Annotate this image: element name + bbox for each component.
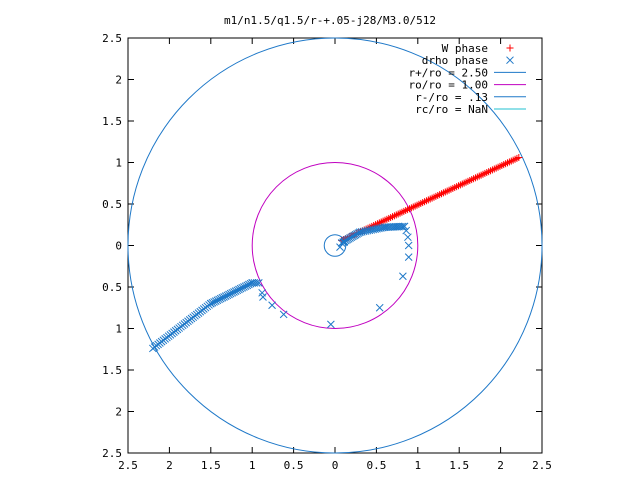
drho-phase-point <box>254 278 263 287</box>
x-tick-label: 2.5 <box>118 459 138 472</box>
x-tick-label: 0 <box>332 459 339 472</box>
data-series <box>148 154 523 353</box>
x-tick-label: 2 <box>497 459 504 472</box>
legend-label: W phase <box>442 42 488 55</box>
drho-phase-point <box>399 272 407 281</box>
chart-title: m1/n1.5/q1.5/r-+.05-j28/M3.0/512 <box>224 14 436 27</box>
reference-circles <box>127 37 543 454</box>
x-tick-label: 1 <box>414 459 421 472</box>
circle-r <box>127 37 543 454</box>
drho-phase-point <box>404 241 413 250</box>
y-tick-label: 1.5 <box>102 115 122 128</box>
drho-phase-point <box>340 238 348 247</box>
drho-phase-point <box>402 226 411 235</box>
drho-phase-point <box>404 253 413 261</box>
drho-phase-point <box>252 278 261 287</box>
y-tick-label: 1 <box>115 323 122 336</box>
legend-marker-sample <box>506 56 514 65</box>
drho-phase-point <box>327 320 335 329</box>
x-tick-label: 0.5 <box>284 459 304 472</box>
y-tick-label: 2.5 <box>102 32 122 45</box>
drho-phase-point <box>279 310 288 319</box>
drho-phase-point <box>397 222 405 231</box>
x-tick-label: 2 <box>166 459 173 472</box>
x-tick-label: 0.5 <box>366 459 386 472</box>
x-tick-label: 1.5 <box>201 459 221 472</box>
axis-ticks: 2.5 2 1.5 1 0.5 0 0.5 1 1.5 2 2.52.521.510.500.511… <box>102 32 552 472</box>
y-tick-label: 2 <box>115 406 122 419</box>
legend-marker-sample <box>506 44 514 52</box>
legend-label: rc/ro = NaN <box>415 103 488 116</box>
legend-label: r+/ro = 2.50 <box>409 66 488 79</box>
series-drho-phase <box>148 222 413 353</box>
drho-phase-point <box>336 243 344 252</box>
drho-phase-point <box>404 233 412 242</box>
drho-phase-point <box>258 288 266 297</box>
legend-label: drho phase <box>422 54 488 67</box>
y-tick-label: 0.5 <box>102 281 122 294</box>
circle-r <box>323 234 347 257</box>
y-tick-label: 0 <box>115 240 122 253</box>
w-phase-point <box>515 154 523 162</box>
x-tick-label: 1.5 <box>449 459 469 472</box>
drho-phase-point <box>268 301 276 310</box>
drho-phase-point <box>375 303 384 312</box>
circle-ro <box>251 162 419 329</box>
legend-label: r-/ro = .13 <box>415 91 488 104</box>
x-tick-label: 1 <box>249 459 256 472</box>
y-tick-label: 2.5 <box>102 447 122 460</box>
y-tick-label: 1.5 <box>102 364 122 377</box>
y-tick-label: 1 <box>115 157 122 170</box>
y-tick-label: 0.5 <box>102 198 122 211</box>
legend-label: ro/ro = 1.00 <box>409 79 488 92</box>
x-tick-label: 2.5 <box>532 459 552 472</box>
y-tick-label: 2 <box>115 74 122 87</box>
drho-phase-point <box>400 222 409 231</box>
series-w-phase <box>338 154 523 245</box>
